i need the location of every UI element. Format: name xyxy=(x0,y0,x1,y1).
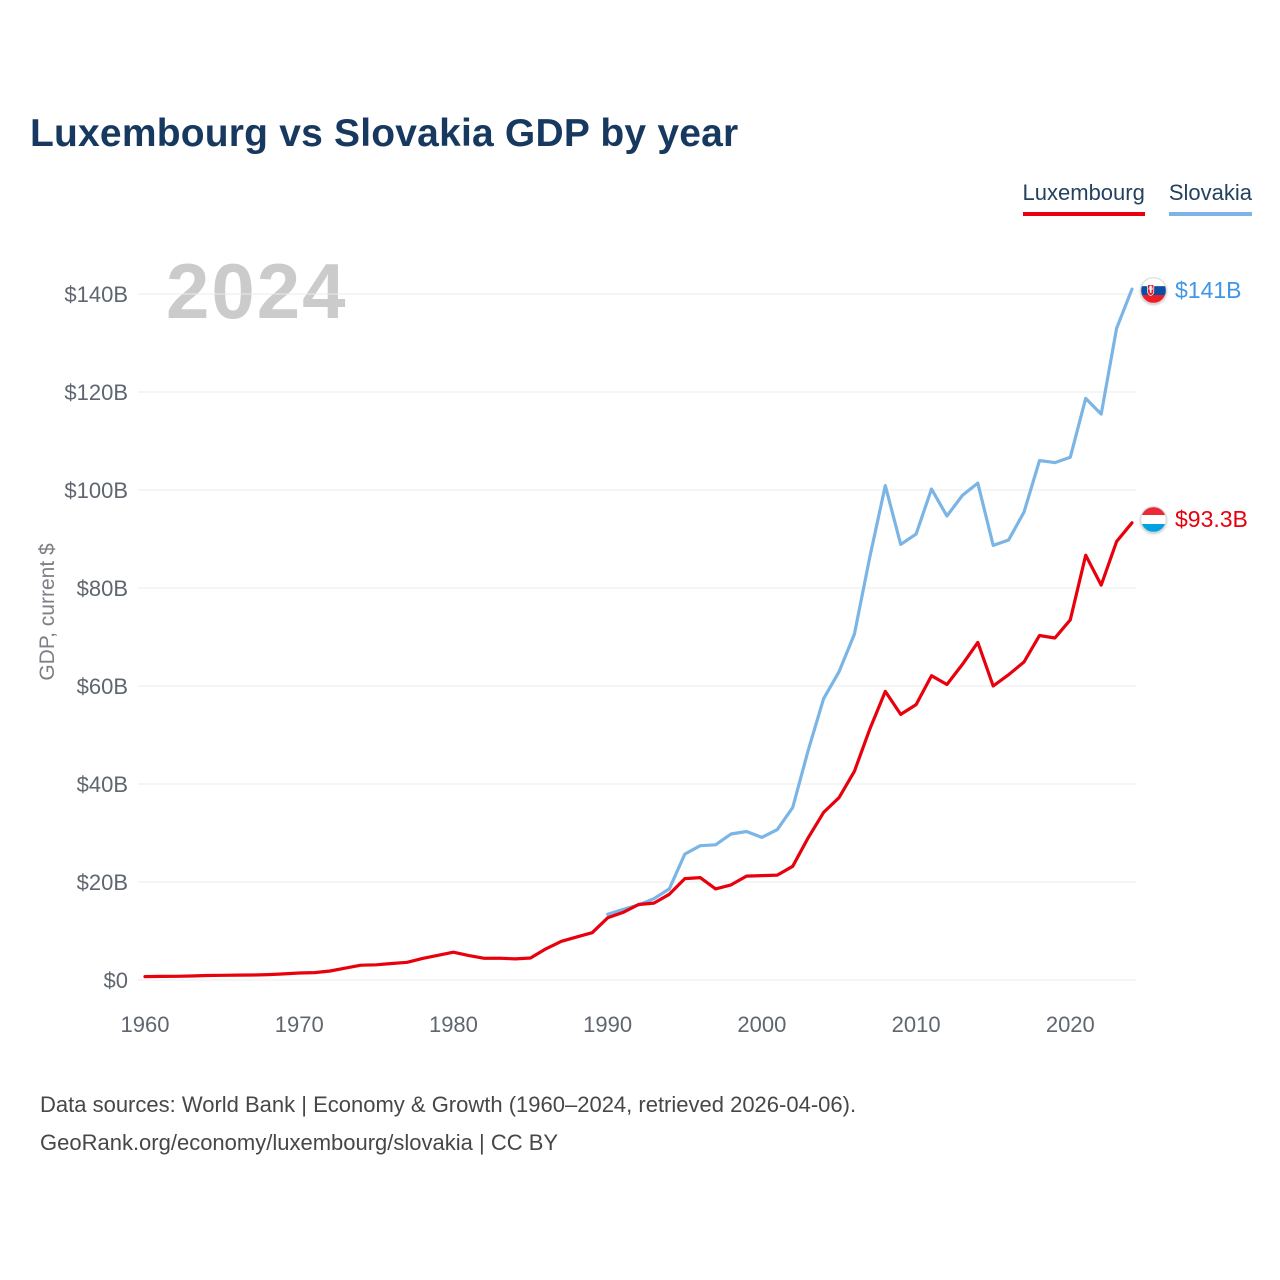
slovakia-end-value: $141B xyxy=(1175,277,1242,303)
y-tick-label: $100B xyxy=(64,478,128,503)
x-tick-label: 2000 xyxy=(737,1012,786,1037)
legend-item-slovakia[interactable]: Slovakia xyxy=(1168,180,1252,216)
luxembourg-end-label: $93.3B xyxy=(1140,506,1248,533)
y-tick-label: $120B xyxy=(64,380,128,405)
legend: Luxembourg Slovakia xyxy=(1022,180,1252,216)
footer: Data sources: World Bank | Economy & Gro… xyxy=(40,1086,856,1162)
y-tick-label: $40B xyxy=(77,772,128,797)
y-tick-label: $0 xyxy=(104,968,128,993)
x-tick-label: 1980 xyxy=(429,1012,478,1037)
luxembourg-line xyxy=(143,521,1134,979)
y-tick-label: $80B xyxy=(77,576,128,601)
luxembourg-end-value: $93.3B xyxy=(1175,506,1248,532)
x-tick-label: 1990 xyxy=(583,1012,632,1037)
footer-source-line: Data sources: World Bank | Economy & Gro… xyxy=(40,1092,857,1117)
x-tick-label: 2020 xyxy=(1046,1012,1095,1037)
slovakia-line xyxy=(606,287,1134,916)
x-tick-label: 2010 xyxy=(892,1012,941,1037)
footer-attribution-line: GeoRank.org/economy/luxembourg/slovakia … xyxy=(40,1130,559,1155)
y-tick-label: $60B xyxy=(77,674,128,699)
legend-item-luxembourg[interactable]: Luxembourg xyxy=(1022,180,1145,216)
chart-title: Luxembourg vs Slovakia GDP by year xyxy=(30,112,739,155)
slovakia-flag-icon xyxy=(1140,277,1167,304)
y-tick-label: $140B xyxy=(64,282,128,307)
luxembourg-flag-icon xyxy=(1140,506,1167,533)
chart-plot: $0 $20B $40B $60B $80B $100B $120B $140B 1960 197… xyxy=(64,282,1136,1037)
y-tick-label: $20B xyxy=(77,870,128,895)
x-tick-label: 1970 xyxy=(275,1012,324,1037)
slovakia-end-label: $141B xyxy=(1140,277,1242,304)
x-tick-label: 1960 xyxy=(121,1012,170,1037)
watermark-year: 2024 xyxy=(166,247,348,335)
